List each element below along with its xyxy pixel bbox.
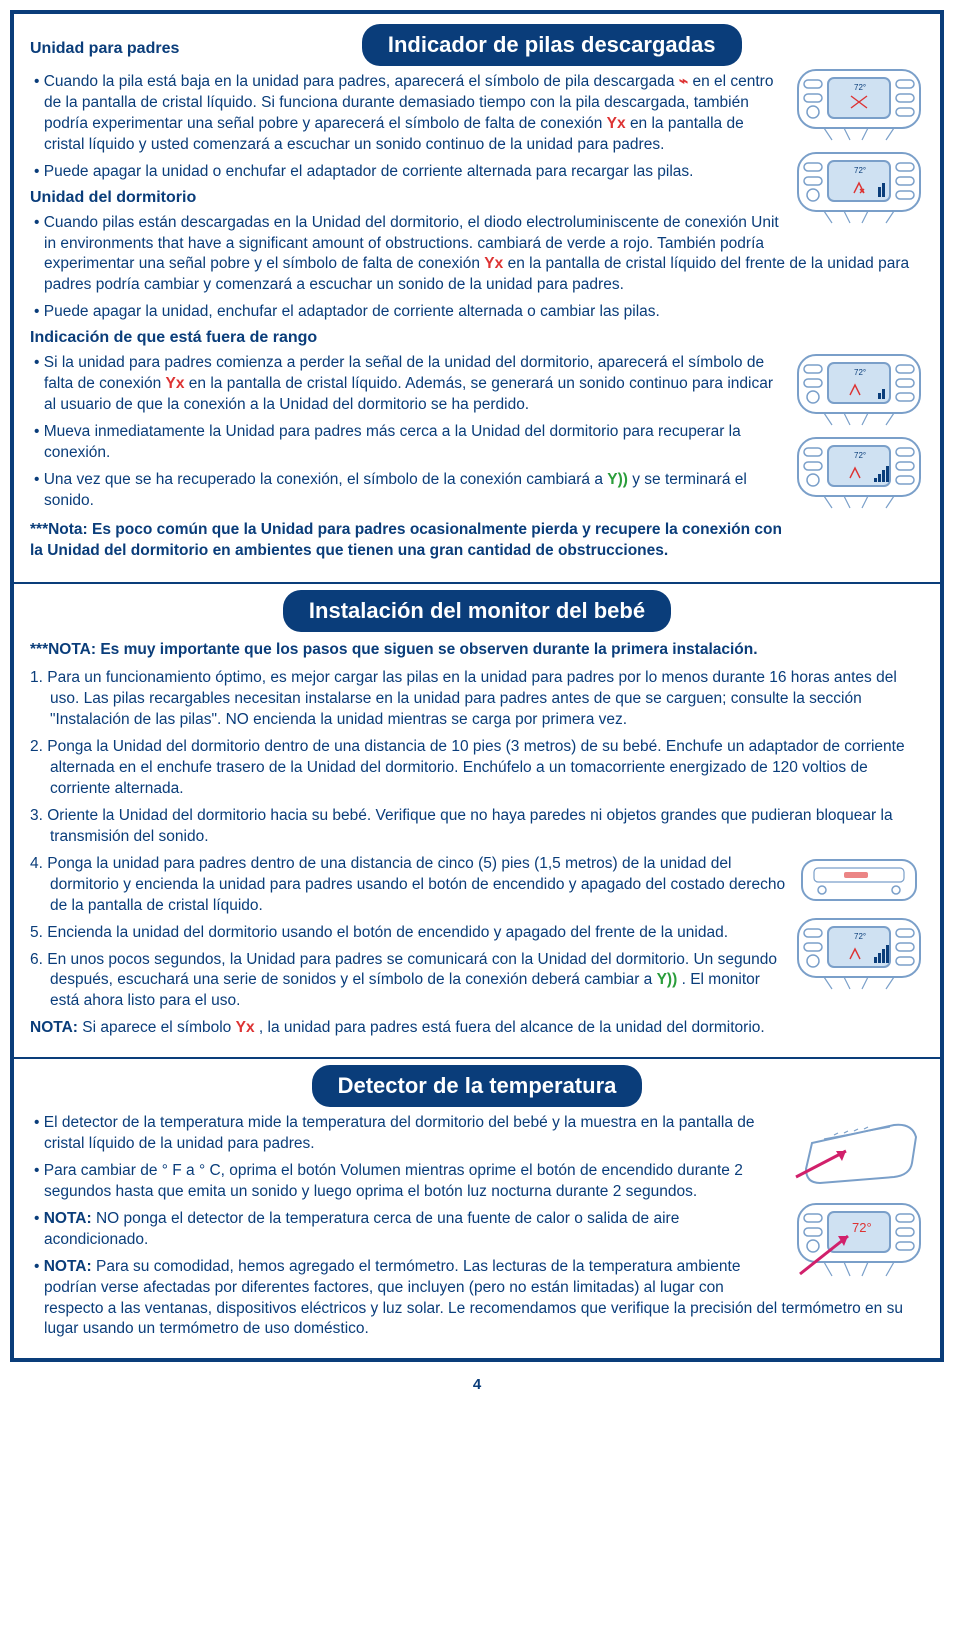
bullet-3-4: NOTA: Para su comodidad, hemos agregado … [30, 1257, 924, 1341]
text: NO ponga el detector de la temperatura c… [44, 1210, 679, 1248]
svg-text:72°: 72° [854, 932, 866, 941]
subheading-out-of-range: Indicación de que está fuera de rango [30, 329, 924, 347]
bullet-1-1: Cuando la pila está baja en la unidad pa… [30, 72, 924, 156]
svg-text:72°: 72° [854, 451, 866, 460]
install-note: ***NOTA: Es muy importante que los pasos… [30, 640, 924, 661]
figure-stack-1: 72° 72° [794, 66, 924, 232]
nursery-unit-figure [794, 854, 924, 906]
no-connection-icon: Yx [484, 255, 503, 272]
text: Una vez que se ha recuperado la conexión… [44, 471, 608, 488]
svg-text:72°: 72° [854, 368, 866, 377]
pill-title-3: Detector de la temperatura [312, 1065, 643, 1107]
step-2: 2. Ponga la Unidad del dormitorio dentro… [30, 737, 924, 800]
battery-low-icon: ⌁ [679, 73, 688, 90]
text: Si aparece el símbolo [82, 1019, 235, 1036]
parent-unit-figure: 72° [794, 911, 924, 993]
step-4: 4. Ponga la unidad para padres dentro de… [30, 854, 924, 917]
step-3: 3. Oriente la Unidad del dormitorio haci… [30, 806, 924, 848]
connection-ok-icon: Y)) [607, 471, 628, 488]
text: Para su comodidad, hemos agregado el ter… [44, 1258, 903, 1338]
nota-label: NOTA: [44, 1210, 92, 1227]
step-5: 5. Encienda la unidad del dormitorio usa… [30, 923, 924, 944]
nursery-unit-3d-figure [794, 1113, 924, 1191]
text: Cuando la pila está baja en la unidad pa… [44, 73, 679, 90]
no-connection-icon: Yx [166, 375, 185, 392]
no-connection-icon: Yx [607, 115, 626, 132]
figure-stack-2: 72° 72° [794, 351, 924, 517]
pill-title-1: Indicador de pilas descargadas [362, 24, 742, 66]
device-figure-ant: 72° [794, 149, 924, 227]
text: , la unidad para padres está fuera del a… [259, 1019, 765, 1036]
bullet-3-3: NOTA: NO ponga el detector de la tempera… [30, 1209, 924, 1251]
bullet-1-5: Si la unidad para padres comienza a perd… [30, 353, 924, 416]
section-temperature: Detector de la temperatura 72° [12, 1059, 942, 1360]
svg-text:72°: 72° [852, 1220, 872, 1235]
parent-unit-temp-figure: 72° [794, 1196, 924, 1280]
step-6: 6. En unos pocos segundos, la Unidad par… [30, 950, 924, 1013]
connection-ok-icon: Y)) [657, 971, 678, 988]
svg-text:72°: 72° [854, 166, 866, 175]
device-figure-range2: 72° [794, 434, 924, 512]
page-number: 4 [0, 1372, 954, 1399]
figure-stack-3: 72° [794, 854, 924, 998]
device-figure-batt: 72° [794, 66, 924, 144]
bullet-1-3: Cuando pilas están descargadas en la Uni… [30, 213, 924, 297]
figure-stack-4: 72° [794, 1113, 924, 1285]
bullet-1-7: Una vez que se ha recuperado la conexión… [30, 470, 924, 512]
section-installation: Instalación del monitor del bebé ***NOTA… [12, 584, 942, 1060]
no-connection-icon: Yx [236, 1019, 255, 1036]
device-figure-range1: 72° [794, 351, 924, 429]
nota-label: NOTA: [30, 1019, 78, 1036]
svg-text:72°: 72° [854, 83, 866, 92]
install-nota-2: NOTA: Si aparece el símbolo Yx , la unid… [30, 1018, 924, 1039]
note-1: ***Nota: Es poco común que la Unidad par… [30, 520, 924, 562]
nota-label: NOTA: [44, 1258, 92, 1275]
bullet-1-4: Puede apagar la unidad, enchufar el adap… [30, 302, 924, 323]
manual-page: Unidad para padres Indicador de pilas de… [10, 10, 944, 1362]
bullet-3-1: El detector de la temperatura mide la te… [30, 1113, 924, 1155]
section-low-battery: Unidad para padres Indicador de pilas de… [12, 12, 942, 584]
step-1: 1. Para un funcionamiento óptimo, es mej… [30, 668, 924, 731]
bullet-1-6: Mueva inmediatamente la Unidad para padr… [30, 422, 924, 464]
bullet-3-2: Para cambiar de ° F a ° C, oprima el bot… [30, 1161, 924, 1203]
pill-title-2: Instalación del monitor del bebé [283, 590, 671, 632]
subheading-nursery-unit: Unidad del dormitorio [30, 189, 924, 207]
bullet-1-2: Puede apagar la unidad o enchufar el ada… [30, 162, 924, 183]
subheading-parent-unit: Unidad para padres [30, 24, 179, 58]
